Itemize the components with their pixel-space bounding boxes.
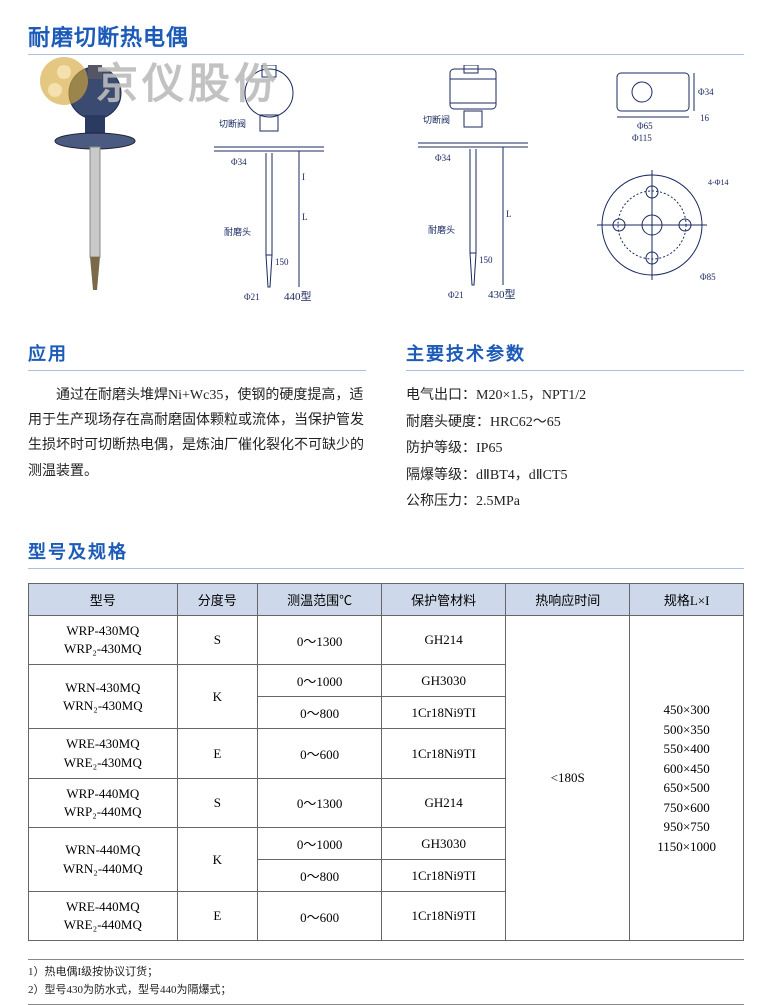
cell-grade: S — [177, 778, 257, 827]
application-text: 通过在耐磨头堆焊Ni+Wc35，使钢的硬度提高，适用于生产现场存在高耐磨固体颗粒… — [28, 383, 366, 484]
svg-text:耐磨头: 耐磨头 — [428, 224, 455, 235]
cell-model: WRN-430MQ WRN₂-430MQ — [29, 665, 178, 729]
th-size: 规格L×I — [630, 583, 744, 615]
svg-text:430型: 430型 — [488, 287, 516, 301]
footnote-item: 2）型号430为防水式，型号440为隔爆式； — [28, 982, 744, 1000]
cell-material: 1Cr18Ni9TI — [382, 729, 506, 778]
page: 耐磨切断热电偶 京仪股份 切断阀 — [0, 0, 772, 947]
watermark: 京仪股份 — [40, 50, 280, 111]
cell-range: 0～1300 — [258, 778, 382, 827]
svg-text:I: I — [302, 172, 305, 182]
footnote-item: 1）热电偶I级按协议订货； — [28, 964, 744, 982]
svg-text:Φ21: Φ21 — [244, 292, 260, 302]
cell-model: WRP-440MQ WRP₂-440MQ — [29, 778, 178, 827]
application-heading: 应用 — [28, 340, 366, 371]
drawing-flange-svg: Φ34 Φ65 Φ115 16 4-Φ14 Φ85 — [582, 65, 732, 305]
spec-table: 型号 分度号 测温范围℃ 保护管材料 热响应时间 规格L×I WRP-430MQ… — [28, 583, 744, 942]
th-model: 型号 — [29, 583, 178, 615]
param-item: 电气出口：M20×1.5，NPT1/2 — [406, 383, 744, 410]
watermark-text: 京仪股份 — [96, 50, 280, 111]
cell-grade: S — [177, 615, 257, 664]
cell-range: 0～600 — [258, 892, 382, 941]
cell-range: 0～1300 — [258, 615, 382, 664]
cell-material: 1Cr18Ni9TI — [382, 892, 506, 941]
two-column-section: 应用 通过在耐磨头堆焊Ni+Wc35，使钢的硬度提高，适用于生产现场存在高耐磨固… — [28, 340, 744, 516]
cell-range: 0～1000 — [258, 828, 382, 860]
svg-text:Φ21: Φ21 — [448, 290, 464, 300]
cell-material: 1Cr18Ni9TI — [382, 697, 506, 729]
cell-material: GH214 — [382, 778, 506, 827]
application-column: 应用 通过在耐磨头堆焊Ni+Wc35，使钢的硬度提高，适用于生产现场存在高耐磨固… — [28, 340, 366, 516]
cell-range: 0～600 — [258, 729, 382, 778]
cell-range: 0～1000 — [258, 665, 382, 697]
cell-sizes: 450×300 500×350 550×400 600×450 650×500 … — [630, 615, 744, 941]
spec-heading: 型号及规格 — [28, 538, 744, 569]
table-header-row: 型号 分度号 测温范围℃ 保护管材料 热响应时间 规格L×I — [29, 583, 744, 615]
footnotes: 1）热电偶I级按协议订货； 2）型号430为防水式，型号440为隔爆式； — [28, 959, 744, 1004]
watermark-logo-icon — [40, 57, 88, 105]
cell-material: GH3030 — [382, 665, 506, 697]
svg-text:L: L — [506, 209, 512, 219]
page-title: 耐磨切断热电偶 — [28, 20, 744, 52]
param-item: 耐磨头硬度：HRC62～65 — [406, 410, 744, 437]
cell-grade: E — [177, 892, 257, 941]
th-material: 保护管材料 — [382, 583, 506, 615]
cell-model: WRE-440MQ WRE₂-440MQ — [29, 892, 178, 941]
param-item: 公称压力：2.5MPa — [406, 489, 744, 516]
svg-text:耐磨头: 耐磨头 — [224, 226, 251, 237]
th-response: 热响应时间 — [506, 583, 630, 615]
svg-text:440型: 440型 — [284, 289, 312, 303]
cell-range: 0～800 — [258, 697, 382, 729]
svg-text:切断阀: 切断阀 — [423, 114, 450, 125]
figure-430-drawing: 切断阀 Φ34 耐磨头 150 Φ21 430型 L — [378, 65, 558, 310]
cell-material: GH3030 — [382, 828, 506, 860]
table-row: WRP-430MQ WRP₂-430MQS0～1300GH214<180S450… — [29, 615, 744, 664]
params-heading: 主要技术参数 — [406, 340, 744, 371]
svg-text:Φ65: Φ65 — [637, 121, 653, 131]
cell-grade: K — [177, 665, 257, 729]
figure-flange-drawing: Φ34 Φ65 Φ115 16 4-Φ14 Φ85 — [582, 65, 732, 310]
cell-material: GH214 — [382, 615, 506, 664]
svg-text:L: L — [302, 212, 308, 222]
svg-text:150: 150 — [479, 255, 493, 265]
th-grade: 分度号 — [177, 583, 257, 615]
svg-text:Φ34: Φ34 — [435, 153, 451, 163]
cell-grade: K — [177, 828, 257, 892]
svg-text:Φ115: Φ115 — [632, 133, 652, 143]
params-list: 电气出口：M20×1.5，NPT1/2 耐磨头硬度：HRC62～65 防护等级：… — [406, 383, 744, 516]
cell-grade: E — [177, 729, 257, 778]
params-column: 主要技术参数 电气出口：M20×1.5，NPT1/2 耐磨头硬度：HRC62～6… — [406, 340, 744, 516]
svg-text:16: 16 — [700, 113, 710, 123]
cell-model: WRN-440MQ WRN₂-440MQ — [29, 828, 178, 892]
th-range: 测温范围℃ — [258, 583, 382, 615]
svg-text:Φ34: Φ34 — [231, 157, 247, 167]
param-item: 隔爆等级：dⅡBT4，dⅡCT5 — [406, 463, 744, 490]
svg-text:切断阀: 切断阀 — [219, 118, 246, 129]
cell-response-time: <180S — [506, 615, 630, 941]
cell-model: WRP-430MQ WRP₂-430MQ — [29, 615, 178, 664]
drawing-430-svg: 切断阀 Φ34 耐磨头 150 Φ21 430型 L — [378, 65, 558, 305]
svg-text:Φ34: Φ34 — [698, 87, 714, 97]
param-item: 防护等级：IP65 — [406, 436, 744, 463]
svg-text:150: 150 — [275, 257, 289, 267]
cell-range: 0～800 — [258, 860, 382, 892]
svg-text:4-Φ14: 4-Φ14 — [708, 178, 729, 187]
cell-model: WRE-430MQ WRE₂-430MQ — [29, 729, 178, 778]
svg-text:Φ85: Φ85 — [700, 272, 716, 282]
cell-material: 1Cr18Ni9TI — [382, 860, 506, 892]
